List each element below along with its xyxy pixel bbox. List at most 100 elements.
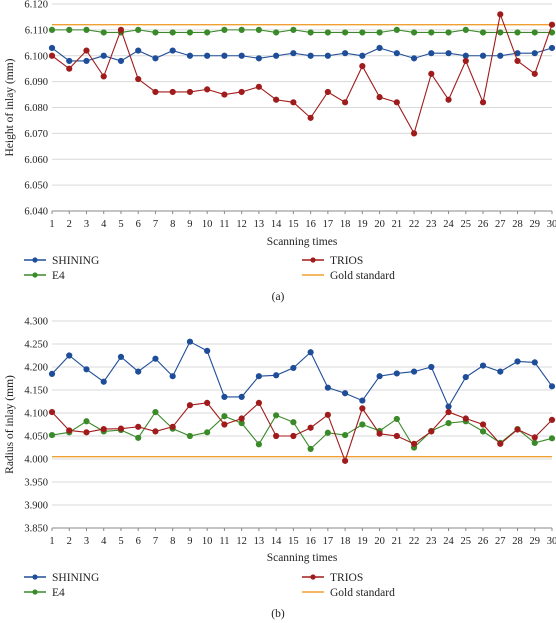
chart-a-point-e4 bbox=[359, 29, 366, 36]
chart-b-point-trios bbox=[152, 428, 159, 435]
chart-b-point-e4 bbox=[48, 431, 56, 439]
chart-b-point-trios bbox=[83, 429, 90, 436]
chart-b-ytick-label: 4.250 bbox=[24, 340, 48, 351]
chart-a-point-shining bbox=[531, 50, 538, 57]
chart-b-point-shining bbox=[393, 370, 400, 377]
chart-a-point-shining bbox=[83, 57, 90, 65]
chart-a-point-e4 bbox=[428, 29, 435, 36]
chart-a-xtick-label: 11 bbox=[219, 219, 229, 230]
chart-b-xtick-label: 18 bbox=[340, 536, 351, 547]
chart-a-point-shining bbox=[479, 52, 487, 59]
chart-b-point-e4 bbox=[83, 418, 90, 425]
chart-a-point-shining bbox=[273, 52, 280, 59]
chart-b-point-shining bbox=[100, 378, 107, 385]
chart-b-xtick-label: 20 bbox=[374, 536, 385, 547]
chart-b-xtick-label: 29 bbox=[530, 536, 541, 547]
chart-b-xtick-label: 25 bbox=[461, 536, 472, 547]
chart-a-xtick-label: 14 bbox=[271, 219, 282, 230]
chart-a-point-trios bbox=[48, 52, 56, 59]
chart-b-ytick-label: 4.000 bbox=[24, 455, 48, 466]
chart-a-point-shining bbox=[342, 50, 349, 57]
chart-a-point-e4 bbox=[342, 29, 349, 36]
chart-a-point-trios bbox=[359, 63, 366, 70]
chart-b-ytick-label: 4.100 bbox=[24, 409, 48, 420]
chart-b-point-trios bbox=[531, 434, 538, 441]
chart-b-point-e4 bbox=[186, 432, 194, 440]
chart-a-point-shining bbox=[393, 50, 400, 57]
chart-a-point-e4 bbox=[221, 26, 228, 33]
chart-b-point-shining bbox=[83, 366, 90, 373]
chart-a-point-e4 bbox=[497, 29, 504, 36]
chart-b-xtick-label: 4 bbox=[101, 536, 107, 547]
chart-a-xtick-label: 9 bbox=[187, 219, 192, 230]
chart-b-point-shining bbox=[514, 358, 521, 365]
chart-a-point-trios bbox=[83, 47, 90, 54]
chart-b-xtick-label: 15 bbox=[288, 536, 299, 547]
chart-a-xtick-label: 30 bbox=[547, 219, 556, 230]
chart-b-point-e4 bbox=[342, 431, 349, 439]
chart-a-point-shining bbox=[238, 52, 245, 59]
chart-a-point-shining bbox=[48, 44, 56, 52]
chart-a-xtick-label: 21 bbox=[392, 219, 403, 230]
chart-a-point-shining bbox=[410, 55, 418, 62]
chart-b-ytick-label: 3.850 bbox=[24, 524, 48, 535]
chart-a-xtick-label: 12 bbox=[236, 219, 247, 230]
chart-a-ytick-label: 6.090 bbox=[24, 77, 48, 88]
chart-a-point-shining bbox=[462, 52, 469, 59]
chart-b-point-e4 bbox=[359, 421, 366, 428]
legend-b-trios-marker bbox=[310, 574, 316, 580]
chart-b-point-shining bbox=[531, 359, 538, 366]
chart-a-point-trios bbox=[428, 70, 435, 77]
chart-a-point-e4 bbox=[514, 29, 521, 36]
chart-b-point-shining bbox=[152, 355, 159, 362]
chart-b-point-trios bbox=[393, 432, 400, 440]
chart-b-point-shining bbox=[462, 374, 469, 381]
chart-b-xtick-label: 23 bbox=[426, 536, 437, 547]
chart-a-xtick-label: 28 bbox=[512, 219, 523, 230]
chart-b-xtick-label: 11 bbox=[219, 536, 229, 547]
chart-b-point-e4 bbox=[290, 419, 297, 426]
chart-b-point-shining bbox=[135, 368, 142, 375]
chart-b-point-e4 bbox=[479, 428, 487, 435]
chart-b-point-trios bbox=[186, 402, 194, 409]
chart-b-point-shining bbox=[255, 373, 262, 380]
chart-a-point-shining bbox=[497, 52, 504, 59]
chart-b-xtick-label: 12 bbox=[236, 536, 247, 547]
chart-b-point-trios bbox=[48, 408, 56, 416]
chart-a-point-trios bbox=[393, 99, 400, 106]
chart-a-point-shining bbox=[152, 55, 159, 62]
chart-b-point-trios bbox=[204, 399, 211, 406]
chart-a-point-trios bbox=[324, 88, 331, 96]
chart-b-point-shining bbox=[548, 383, 556, 390]
chart-a-xtick-label: 3 bbox=[84, 219, 89, 230]
chart-b-point-trios bbox=[100, 426, 107, 433]
chart-a-point-shining bbox=[135, 47, 142, 54]
chart-a-xtick-label: 1 bbox=[49, 219, 54, 230]
chart-a-point-trios bbox=[152, 88, 159, 96]
chart-b-point-shining bbox=[48, 370, 56, 377]
chart-a-xtick-label: 13 bbox=[254, 219, 265, 230]
chart-b-point-shining bbox=[307, 349, 314, 356]
chart-a-xtick-label: 20 bbox=[374, 219, 385, 230]
chart-b-point-trios bbox=[66, 427, 73, 434]
chart-a-point-shining bbox=[66, 57, 73, 65]
chart-a-point-e4 bbox=[186, 29, 194, 36]
chart-b-point-e4 bbox=[445, 420, 452, 427]
chart-b-xtick-label: 24 bbox=[443, 536, 454, 547]
chart-b-xtick-label: 19 bbox=[357, 536, 368, 547]
chart-a-ytick-label: 6.110 bbox=[25, 25, 48, 36]
chart-a-xtick-label: 18 bbox=[340, 219, 351, 230]
chart-a-point-e4 bbox=[169, 29, 176, 36]
chart-b-ytick-label: 4.050 bbox=[24, 432, 48, 443]
chart-a-point-trios bbox=[66, 65, 73, 72]
chart-a-point-shining bbox=[548, 44, 556, 52]
chart-b-point-e4 bbox=[273, 412, 280, 419]
chart-b-ytick-label: 4.200 bbox=[24, 363, 48, 374]
chart-a-point-e4 bbox=[273, 29, 280, 36]
chart-b-xtick-label: 21 bbox=[392, 536, 403, 547]
legend-a-e4-marker bbox=[32, 272, 38, 278]
chart-a-point-e4 bbox=[376, 29, 383, 36]
chart-b-ytick-label: 4.150 bbox=[24, 386, 48, 397]
chart-b-point-shining bbox=[428, 363, 435, 371]
chart-b-caption: (b) bbox=[271, 608, 285, 620]
